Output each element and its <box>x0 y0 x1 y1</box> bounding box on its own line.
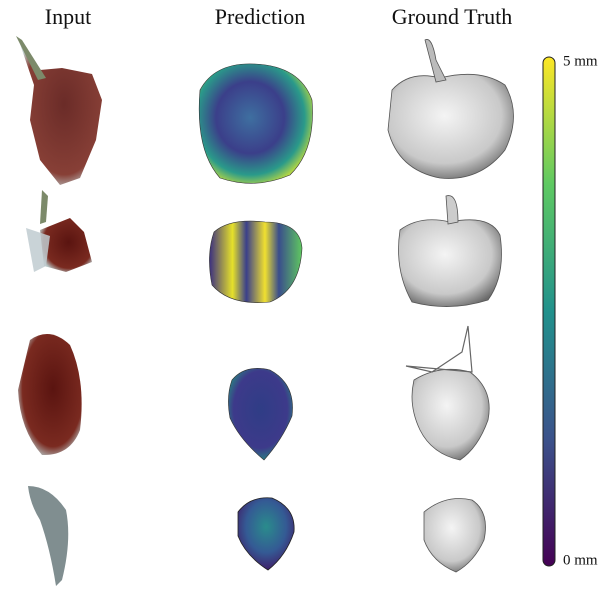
colorbar-max-label: 5 mm <box>563 53 598 69</box>
figure: Input Prediction Ground Truth 5 mm 0 mm <box>0 0 616 592</box>
ground-truth-mesh <box>424 499 486 573</box>
ground-truth-mesh <box>399 196 502 307</box>
prediction-mesh <box>238 498 294 570</box>
input-cloud <box>28 486 68 586</box>
colorbar <box>543 57 555 566</box>
input-cloud <box>26 190 92 272</box>
prediction-mesh <box>228 368 292 460</box>
column-header: Prediction <box>215 4 305 29</box>
input-cloud <box>18 334 82 455</box>
ground-truth-mesh <box>388 39 514 178</box>
colorbar-min-label: 0 mm <box>563 552 598 568</box>
input-cloud <box>16 36 102 185</box>
column-header: Ground Truth <box>392 4 512 29</box>
prediction-mesh <box>209 221 302 303</box>
column-header: Input <box>45 4 91 29</box>
ground-truth-mesh <box>406 326 489 460</box>
prediction-mesh <box>199 64 312 183</box>
